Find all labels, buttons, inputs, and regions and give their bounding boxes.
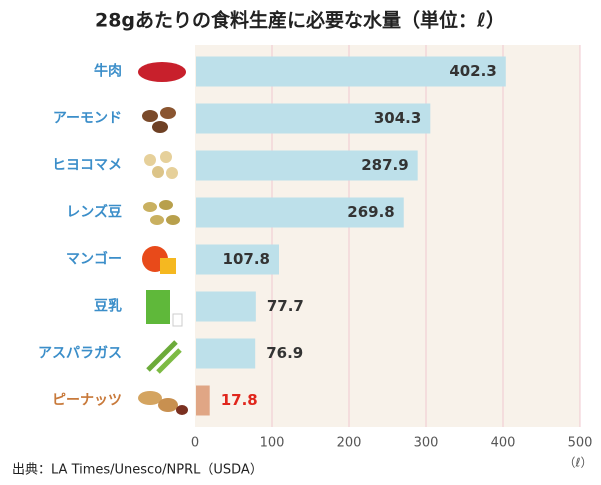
value-label: 17.8 [221, 391, 258, 409]
category-label: レンズ豆 [66, 204, 122, 221]
value-label: 402.3 [449, 62, 496, 80]
x-tick-label: 0 [191, 436, 199, 451]
x-axis-label: （ℓ） [564, 456, 593, 470]
category-label: ヒヨコマメ [52, 158, 122, 174]
category-label: ピーナッツ [52, 393, 122, 409]
icons [138, 62, 188, 415]
x-tick-label: 500 [568, 436, 593, 451]
value-label: 107.8 [223, 250, 270, 268]
category-label: マンゴー [66, 251, 122, 268]
bar [196, 386, 210, 416]
value-label: 304.3 [374, 109, 421, 127]
value-label: 269.8 [347, 203, 394, 221]
x-tick-label: 100 [260, 436, 285, 451]
category-label: アーモンド [53, 111, 122, 127]
bar [196, 292, 256, 322]
source: 出典：LA Times/Unesco/NPRL（USDA） [12, 463, 263, 478]
category-label: 豆乳 [94, 298, 122, 315]
category-label: アスパラガス [38, 346, 122, 362]
plot-background [195, 45, 580, 427]
value-label: 77.7 [267, 297, 304, 315]
x-tick-label: 200 [337, 436, 362, 451]
category-label: 牛肉 [94, 63, 122, 80]
value-label: 76.9 [266, 344, 303, 362]
value-label: 287.9 [361, 156, 408, 174]
x-tick-label: 400 [491, 436, 516, 451]
chart-title: 28gあたりの食料生産に必要な水量（単位：ℓ） [95, 9, 505, 32]
bar [196, 339, 255, 369]
x-tick-label: 300 [414, 436, 439, 451]
chart: 28gあたりの食料生産に必要な水量（単位：ℓ） 0 100 200 300 400 500… [0, 0, 601, 485]
